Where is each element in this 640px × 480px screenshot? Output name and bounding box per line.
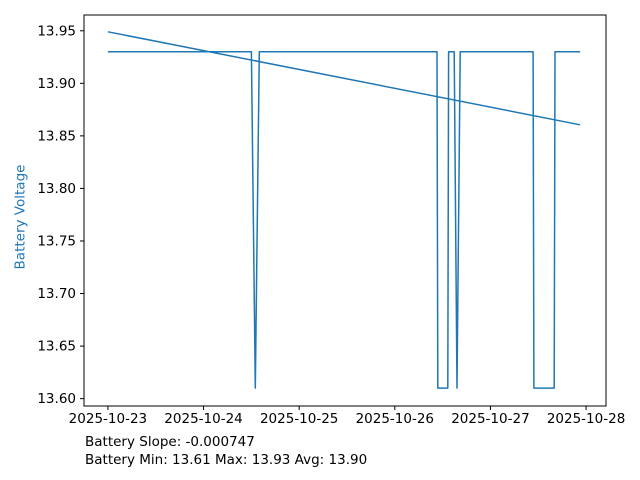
series-line-trend (107, 31, 581, 126)
y-tick-label: 13.85 (37, 128, 76, 144)
x-tick-label: 2025-10-28 (547, 411, 625, 427)
y-tick-label: 13.90 (37, 76, 76, 92)
x-tick-label: 2025-10-25 (260, 411, 338, 427)
x-tick-label: 2025-10-26 (356, 411, 434, 427)
y-tick-label: 13.60 (37, 391, 76, 407)
y-tick-label: 13.80 (37, 181, 76, 197)
series-line-battery-voltage (107, 51, 581, 389)
battery-slope-annotation: Battery Slope: -0.000747 (85, 434, 255, 450)
battery-stats-annotation: Battery Min: 13.61 Max: 13.93 Avg: 13.90 (85, 452, 368, 468)
y-tick-label: 13.70 (37, 286, 76, 302)
x-tick-label: 2025-10-24 (164, 411, 242, 427)
x-tick-label: 2025-10-27 (451, 411, 529, 427)
y-tick-label: 13.75 (37, 233, 76, 249)
y-tick-label: 13.65 (37, 339, 76, 355)
x-tick-label: 2025-10-23 (69, 411, 147, 427)
y-tick-label: 13.95 (37, 23, 76, 39)
plot-border (83, 14, 607, 407)
